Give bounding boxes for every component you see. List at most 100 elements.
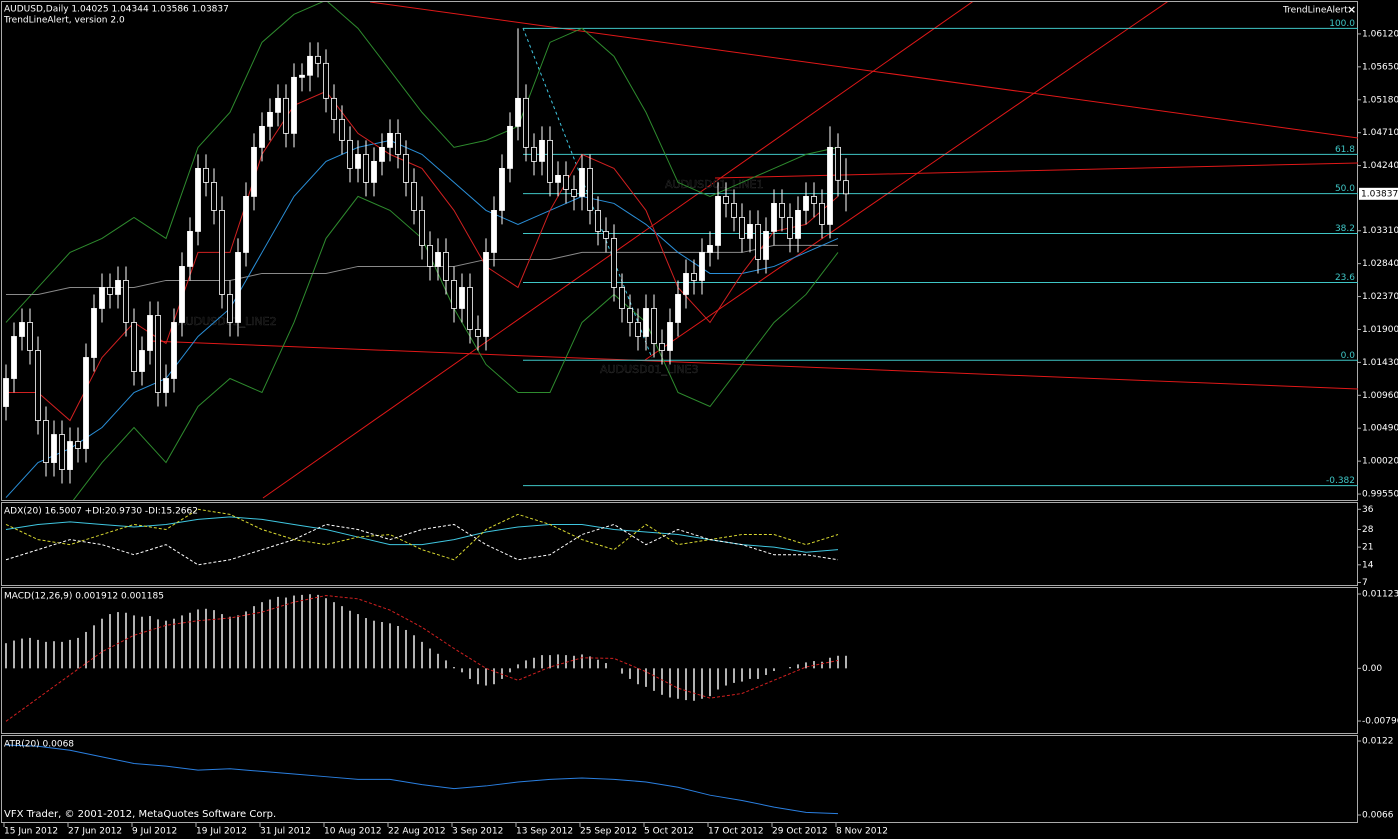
candle-body [747,224,753,239]
candle-body [499,167,505,211]
y-tick-label: 1.02370 [1362,292,1398,302]
last-price-box [1359,187,1398,200]
candle-body [643,308,649,337]
y-tick-label: 1.00020 [1362,457,1398,467]
indicator-header: MACD(12,26,9) 0.001912 0.001185 [4,592,164,602]
candle-body [627,308,633,323]
y-tick-label: 0.01123 [1362,590,1398,600]
candle-body [379,146,385,162]
object-label: AUDUSD01_LINE3 [600,363,699,376]
trendline [644,2,1168,361]
candle-body [371,160,377,183]
candle-body [139,350,145,372]
x-tick-label: 15 Jun 2012 [4,827,58,837]
y-tick-label: 1.04710 [1362,128,1398,138]
y-tick-label: 28 [1362,525,1374,535]
candle-body [595,210,601,232]
indicator-line [5,744,839,815]
candle-body [51,434,57,463]
x-tick-label: 31 Jul 2012 [260,827,311,837]
candle-body [427,245,433,267]
y-tick-label: 0.0066 [1362,810,1394,820]
candle-body [579,167,585,197]
candle-body [699,252,705,281]
candle-body [707,245,713,253]
candle-body [515,97,521,127]
candle-body [787,217,793,239]
candle-body [395,132,401,155]
indicator-header: ADX(20) 16.5007 +DI:20.9730 -DI:15.2662 [4,507,198,517]
candle-body [179,266,185,323]
symbol-header: AUDUSD,Daily 1.04025 1.04344 1.03586 1.0… [4,5,229,15]
candle-body [779,203,785,218]
x-tick-label: 19 Jul 2012 [196,827,247,837]
candle-body [651,308,657,344]
y-tick-label: 7 [1362,578,1368,588]
candle-body [99,287,105,309]
main-panel [1,1,1358,501]
candle-body [475,329,481,337]
candle-body [587,167,593,211]
candle-body [123,280,129,323]
y-tick-label: 1.04240 [1362,161,1398,171]
candle-body [11,336,17,379]
trendline [262,2,974,499]
candle-body [667,322,673,351]
candle-body [107,287,113,295]
last-price-label: 1.03837 [1361,189,1398,199]
candle-body [483,252,489,337]
y-tick-label: 36 [1362,505,1374,515]
candle-body [83,357,89,449]
x-tick-label: 5 Oct 2012 [644,827,694,837]
atr-plot [5,744,839,815]
x-tick-label: 29 Oct 2012 [772,827,828,837]
candle-body [347,139,353,169]
candle-body [131,322,137,372]
candle-body [259,125,265,148]
candle-body [411,182,417,211]
fib-label: 100.0 [1329,19,1355,29]
candle-body [611,238,617,288]
fib-label: 61.8 [1335,145,1355,155]
atr-panel [1,735,1358,823]
candle-body [763,231,769,260]
candle-body [163,378,169,393]
candle-body [435,252,441,267]
candle-body [355,153,361,169]
candle-body [419,210,425,246]
candle-body [731,203,737,218]
candle-body [723,196,729,204]
x-tick-label: 10 Aug 2012 [324,827,382,837]
panel-title: TrendLineAlert [1282,6,1348,16]
close-button[interactable]: × [1347,3,1356,16]
candle-body [243,196,249,253]
y-tick-label: -0.00796 [1362,717,1398,727]
candle-body [155,315,161,393]
candle-body [147,315,153,351]
candle-body [507,125,513,169]
y-tick-label: 0.99550 [1362,490,1398,500]
fib-label: 0.0 [1341,351,1356,361]
candle-body [315,55,321,64]
y-tick-label: 0.0122 [1362,737,1394,747]
fib-label: 38.2 [1335,224,1355,234]
indicator-line [5,508,839,561]
y-tick-label: 1.00960 [1362,391,1398,401]
candle-body [331,97,337,120]
candle-body [683,273,689,295]
candle-body [3,378,9,407]
candle-body [459,287,465,309]
candle-body [211,182,217,211]
candle-body [19,322,25,337]
candle-body [811,196,817,204]
trendline [149,340,1358,390]
candle-body [171,322,177,379]
candle-body [387,132,393,148]
candle-body [203,167,209,183]
candle-body [323,62,329,99]
candle-body [835,146,841,181]
macd-panel [1,587,1358,734]
price-plot: AUDUSD01_LINE2 AUDUSD01_LINE1 AUDUSD01_L… [3,2,1358,500]
x-tick-label: 9 Jul 2012 [132,827,177,837]
candle-body [227,294,233,323]
